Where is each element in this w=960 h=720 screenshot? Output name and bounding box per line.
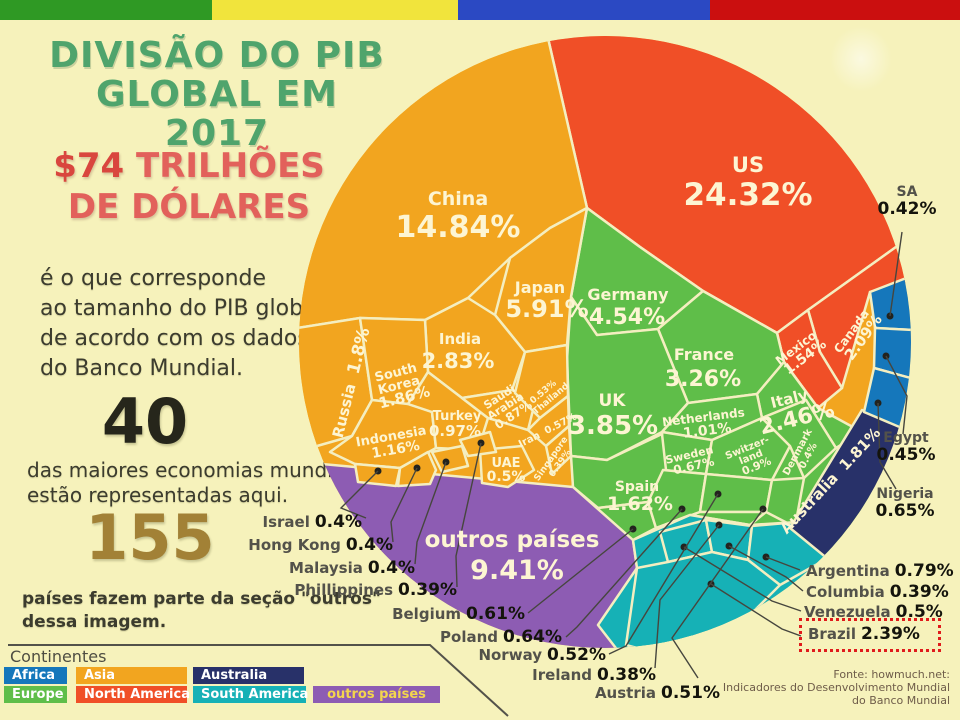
top-bar-green xyxy=(0,0,212,20)
label-saudi-arabia: Saudi Arabia 0.87% xyxy=(479,379,536,433)
callout-malaysia: Malaysia 0.4% xyxy=(289,558,415,578)
callout-argentina: Argentina 0.79% xyxy=(806,561,954,581)
cell-switzerland xyxy=(704,416,792,482)
callout-norway: Norway 0.52% xyxy=(478,645,606,665)
callout-phillippines: Phillippines 0.39% xyxy=(294,580,457,600)
legend-chip-south-america: South America xyxy=(193,686,308,703)
cell-uae xyxy=(478,444,536,489)
legend-chip-europe: Europe xyxy=(4,686,67,703)
callout-venezuela: Venezuela 0.5% xyxy=(804,602,943,622)
source-note: Fonte: howmuch.net: Indicadores do Desen… xyxy=(722,668,950,707)
cell-brazil xyxy=(624,550,782,648)
label-us: US xyxy=(732,153,764,177)
svg-text:14.84%: 14.84% xyxy=(396,210,521,245)
svg-text:24.32%: 24.32% xyxy=(683,177,812,213)
label-germany: Germany xyxy=(587,285,669,304)
stat-top-economies: 40 xyxy=(101,385,189,458)
svg-text:4.54%: 4.54% xyxy=(589,305,665,330)
stat-other-countries-caption: países fazem parte da seção "outros" des… xyxy=(22,589,381,632)
callout-belgium: Belgium 0.61% xyxy=(392,604,525,624)
callout-brazil: Brazil 2.39% xyxy=(808,624,920,644)
stat-top-economies-caption: das maiores economias mundiais estão rep… xyxy=(27,458,361,507)
description-text: é o que corresponde ao tamanho do PIB gl… xyxy=(40,266,330,381)
brazil-highlight-box xyxy=(799,618,941,652)
legend-chip-australia: Australia xyxy=(193,667,304,684)
callout-poland: Poland 0.64% xyxy=(440,627,562,647)
page-title: DIVISÃO DO PIB GLOBAL EM 2017 xyxy=(49,35,385,154)
cell-singapore xyxy=(544,424,573,476)
label-india: India xyxy=(439,330,481,348)
cell-saudi-arabia xyxy=(460,388,537,432)
top-bar-red xyxy=(710,0,960,20)
legend-chip-outros-paises: outros países xyxy=(313,686,440,703)
legend-chip-africa: Africa xyxy=(4,667,67,684)
svg-text:0.97%: 0.97% xyxy=(429,422,481,440)
cell-malaysia xyxy=(430,444,470,474)
svg-text:0.5%: 0.5% xyxy=(487,469,526,485)
svg-text:5.91%: 5.91% xyxy=(505,295,588,323)
label-uk: UK xyxy=(599,391,627,411)
label-china: China xyxy=(428,188,488,210)
svg-text:2.83%: 2.83% xyxy=(422,349,495,373)
label-uae: UAE xyxy=(491,456,520,471)
svg-text:1.62%: 1.62% xyxy=(607,493,673,515)
gdp-total-amount: $74 TRILHÕES DE DÓLARES xyxy=(53,146,325,227)
top-bar-yellow xyxy=(212,0,458,20)
faded-circle-decoration xyxy=(830,26,892,92)
label-turkey: Turkey xyxy=(433,409,482,424)
label-spain: Spain xyxy=(615,479,659,495)
cell-israel xyxy=(353,462,402,488)
callout-egypt: Egypt 0.45% xyxy=(876,430,936,465)
top-bar-blue xyxy=(458,0,710,20)
legend-title: Continentes xyxy=(10,647,107,666)
label-france: France xyxy=(674,345,734,364)
cell-denmark xyxy=(760,398,838,480)
legend-chip-north-america: North America xyxy=(76,686,190,703)
callout-austria: Austria 0.51% xyxy=(594,683,720,703)
callout-ireland: Ireland 0.38% xyxy=(532,665,656,685)
callout-lines xyxy=(339,231,908,679)
svg-text:3.26%: 3.26% xyxy=(665,367,741,392)
label-outros: outros países xyxy=(425,527,600,553)
svg-text:9.41%: 9.41% xyxy=(470,555,564,586)
callout-nigeria: Nigeria 0.65% xyxy=(875,486,935,521)
legend-divider-line xyxy=(8,644,509,717)
callout-columbia: Columbia 0.39% xyxy=(806,582,949,602)
callout-israel: Israel 0.4% xyxy=(262,512,363,532)
callout-hong-kong: Hong Kong 0.4% xyxy=(248,535,393,555)
stat-other-countries: 155 xyxy=(85,501,215,574)
label-japan: Japan xyxy=(514,278,565,297)
legend-chip-asia: Asia xyxy=(76,667,187,684)
callout-sa: SA 0.42% xyxy=(877,184,937,219)
svg-text:3.85%: 3.85% xyxy=(568,411,658,441)
